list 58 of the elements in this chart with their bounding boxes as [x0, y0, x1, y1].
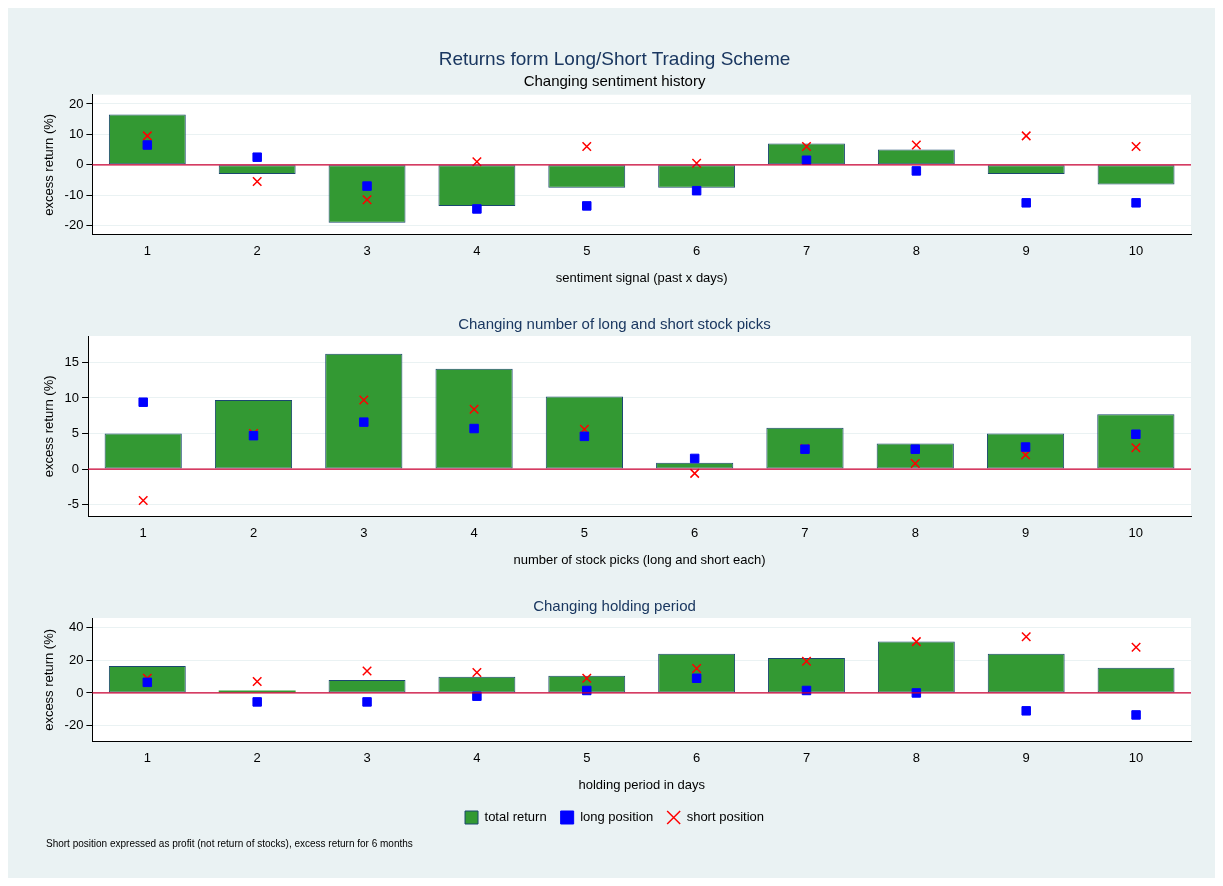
x-tick-label: 3 — [363, 243, 371, 259]
x-tick-label: 8 — [912, 243, 920, 259]
x-tick-label: 6 — [691, 525, 699, 541]
y-tick-label: 20 — [68, 651, 84, 667]
y-tick-label: 40 — [68, 619, 84, 635]
x-tick-label: 10 — [1128, 750, 1144, 766]
chart-title: Changing holding period — [533, 597, 696, 615]
x-tick-label: 9 — [1022, 750, 1030, 766]
x-axis-title: sentiment signal (past x days) — [555, 269, 728, 285]
legend-label: long position — [580, 809, 654, 825]
x-tick-label: 1 — [143, 750, 151, 766]
y-tick-label: 5 — [71, 425, 80, 441]
x-axis-title: holding period in days — [578, 776, 706, 792]
x-tick-label: 1 — [139, 525, 147, 541]
y-tick-label: -20 — [64, 717, 84, 733]
y-tick-label: -20 — [64, 217, 84, 233]
x-tick-label: 3 — [360, 525, 368, 541]
x-tick-label: 9 — [1021, 525, 1030, 541]
y-tick-label: -10 — [64, 186, 84, 202]
x-tick-label: 6 — [693, 243, 701, 259]
y-tick-label: 10 — [64, 389, 80, 405]
x-tick-label: 1 — [143, 243, 151, 259]
x-tick-label: 10 — [1128, 243, 1144, 259]
x-tick-label: 8 — [911, 525, 919, 541]
chart-title: Returns form Long/Short Trading Scheme — [438, 47, 791, 69]
legend-label: total return — [484, 809, 547, 825]
x-tick-label: 7 — [802, 243, 811, 259]
x-tick-label: 2 — [253, 243, 261, 259]
y-tick-label: 20 — [68, 95, 84, 111]
y-tick-label: -5 — [67, 496, 80, 512]
x-axis-title: number of stock picks (long and short each) — [513, 551, 766, 567]
x-tick-label: 7 — [801, 525, 809, 541]
x-tick-label: 5 — [580, 525, 588, 541]
chart-subtitle: Changing sentiment history — [523, 71, 706, 89]
x-tick-label: 5 — [583, 243, 591, 259]
y-tick-label: 10 — [68, 125, 84, 141]
y-tick-label: 0 — [76, 156, 84, 172]
x-tick-label: 10 — [1128, 525, 1144, 541]
x-tick-label: 4 — [470, 525, 478, 541]
x-tick-label: 4 — [473, 750, 481, 766]
y-tick-label: 0 — [76, 684, 84, 700]
x-tick-label: 2 — [253, 750, 261, 766]
y-axis-title: excess return (%) — [41, 628, 57, 731]
y-axis-title: excess return (%) — [41, 375, 57, 478]
x-tick-label: 9 — [1022, 243, 1030, 259]
x-tick-label: 2 — [249, 525, 258, 541]
x-tick-label: 4 — [473, 243, 481, 259]
text: Short position expressed as profit (not return of stocks), excess return for 6 months — [45, 838, 414, 849]
x-tick-label: 3 — [363, 750, 371, 766]
y-axis-title: excess return (%) — [41, 113, 57, 216]
y-tick-label: 0 — [71, 460, 80, 476]
x-tick-label: 8 — [912, 750, 920, 766]
x-tick-label: 5 — [583, 750, 591, 766]
x-tick-label: 6 — [693, 750, 701, 766]
legend-label: short position — [686, 809, 764, 825]
y-tick-label: 15 — [64, 353, 80, 369]
x-tick-label: 7 — [802, 750, 811, 766]
chart-title: Changing number of long and short stock picks — [458, 315, 771, 333]
